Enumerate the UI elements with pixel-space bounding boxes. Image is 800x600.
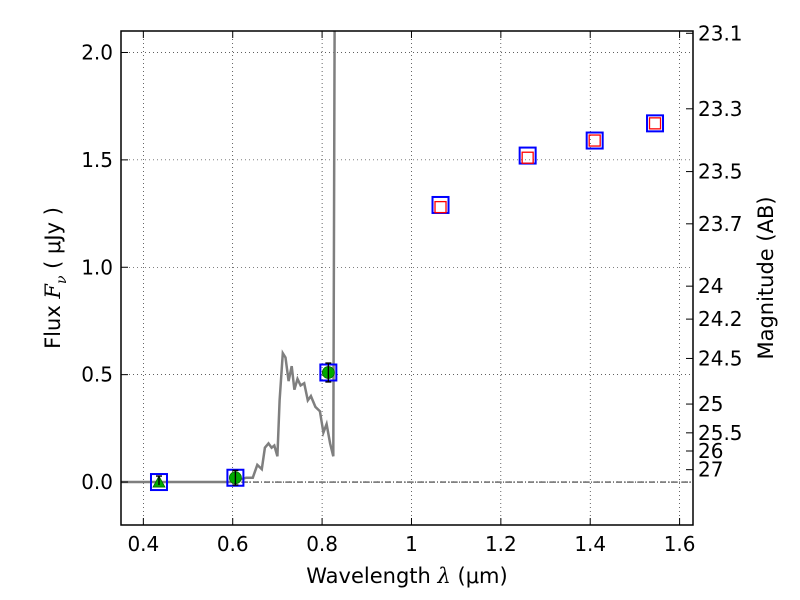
x-axis-label: Wavelength λ (μm) bbox=[306, 564, 507, 588]
measured-point bbox=[585, 131, 604, 150]
axis-ticks: 0.4 0.6 0.8 1 1.2 1.4 1.6 0.0 0.5 1.0 1.5 2.0 23.1 23… bbox=[81, 21, 742, 556]
model-photometry-point bbox=[648, 117, 662, 130]
measured-point bbox=[226, 468, 245, 487]
y-tick-label: 1.5 bbox=[81, 148, 113, 172]
magnitude-axis-label: Magnitude (AB) bbox=[754, 196, 778, 359]
magnitude-tick-label: 24.2 bbox=[698, 307, 743, 331]
magnitude-tick-label: 25 bbox=[698, 392, 723, 416]
magnitude-tick-label: 23.7 bbox=[698, 212, 743, 236]
x-tick-label: 1 bbox=[405, 532, 418, 556]
model-spectrum-line bbox=[121, 31, 336, 484]
y-tick-label: 0.0 bbox=[81, 470, 113, 494]
measured-point bbox=[149, 473, 168, 492]
magnitude-tick-label: 23.1 bbox=[698, 21, 743, 45]
x-tick-label: 1.4 bbox=[574, 532, 606, 556]
grid-lines bbox=[121, 31, 693, 525]
magnitude-tick-label: 25.5 bbox=[698, 421, 743, 445]
model-photometry-point bbox=[434, 200, 447, 214]
x-tick-label: 0.8 bbox=[306, 532, 338, 556]
y-axis-label: Flux Fν ( μJy ) bbox=[41, 207, 70, 349]
x-tick-label: 1.6 bbox=[664, 532, 696, 556]
y-tick-label: 0.5 bbox=[81, 363, 113, 387]
model-photometry-point bbox=[521, 151, 534, 164]
magnitude-tick-label: 23.3 bbox=[698, 97, 743, 121]
y-tick-label: 2.0 bbox=[81, 40, 113, 64]
magnitude-tick-label: 24 bbox=[698, 274, 723, 298]
axes-frame bbox=[120, 30, 694, 526]
magnitude-tick-label: 26 bbox=[698, 439, 723, 463]
magnitude-tick-label: 23.5 bbox=[698, 160, 743, 184]
model-photometry-point bbox=[588, 134, 601, 147]
magnitude-tick-label: 24.5 bbox=[698, 346, 743, 370]
plot-area bbox=[121, 31, 693, 492]
measured-point bbox=[646, 114, 665, 133]
x-tick-label: 0.4 bbox=[127, 532, 159, 556]
magnitude-tick-label: 27 bbox=[698, 458, 723, 482]
x-tick-label: 0.6 bbox=[217, 532, 249, 556]
y-tick-label: 1.0 bbox=[81, 255, 113, 279]
x-tick-label: 1.2 bbox=[485, 532, 517, 556]
